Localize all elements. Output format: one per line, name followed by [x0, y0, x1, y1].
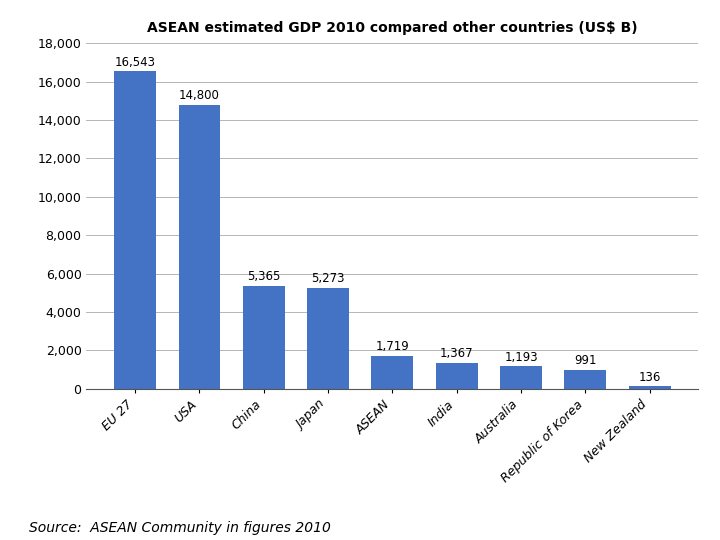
Text: 136: 136 — [639, 371, 661, 384]
Bar — [179, 105, 220, 389]
Bar — [307, 288, 349, 389]
Bar — [372, 356, 413, 389]
Text: 1,193: 1,193 — [504, 350, 538, 363]
Bar — [500, 366, 542, 389]
Text: 16,543: 16,543 — [114, 56, 156, 69]
Bar — [114, 71, 156, 389]
Bar — [436, 362, 477, 389]
Title: ASEAN estimated GDP 2010 compared other countries (US$ B): ASEAN estimated GDP 2010 compared other … — [147, 21, 638, 35]
Text: 5,365: 5,365 — [247, 271, 281, 284]
Text: 14,800: 14,800 — [179, 89, 220, 103]
Text: 991: 991 — [574, 354, 597, 367]
Text: 5,273: 5,273 — [311, 272, 345, 285]
Text: 1,719: 1,719 — [376, 341, 409, 354]
Text: Source:  ASEAN Community in figures 2010: Source: ASEAN Community in figures 2010 — [29, 521, 330, 535]
Bar — [564, 370, 606, 389]
Bar — [243, 286, 284, 389]
Text: 1,367: 1,367 — [440, 347, 474, 360]
Bar — [629, 386, 670, 389]
